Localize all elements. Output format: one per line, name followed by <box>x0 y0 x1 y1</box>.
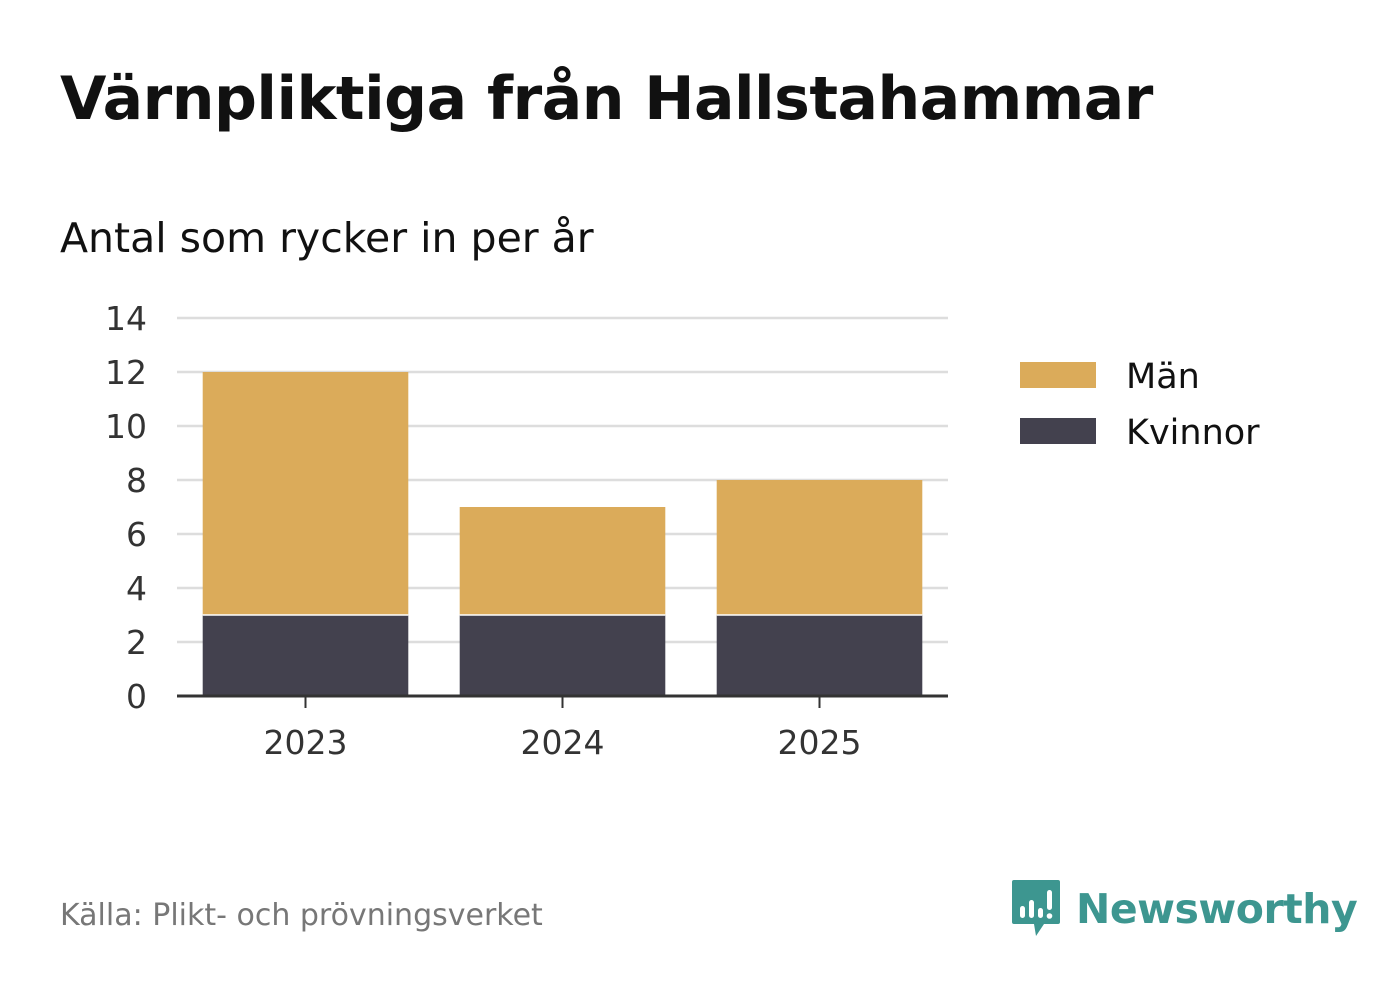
y-tick-label: 6 <box>126 515 147 554</box>
axes: 0 2 4 6 8 10 12 14 2023 2024 2025 <box>105 299 948 762</box>
bar-män-2025 <box>716 480 923 615</box>
x-tick-label: 2024 <box>521 723 605 762</box>
chart-title: Värnpliktiga från Hallstahammar <box>60 64 1153 134</box>
legend: Män Kvinnor <box>1020 357 1260 453</box>
y-tick-label: 2 <box>126 623 147 662</box>
y-tick-label: 4 <box>126 569 147 608</box>
x-tick-label: 2025 <box>778 723 862 762</box>
chart-subtitle: Antal som rycker in per år <box>60 214 594 262</box>
legend-label-kvinnor: Kvinnor <box>1126 413 1260 453</box>
bar-kvinnor-2023 <box>202 615 409 696</box>
bar-kvinnor-2025 <box>716 615 923 696</box>
y-tick-label: 10 <box>105 407 147 446</box>
x-tick-label: 2023 <box>264 723 348 762</box>
legend-label-män: Män <box>1126 357 1200 397</box>
brand-name: Newsworthy <box>1076 885 1358 933</box>
source-note: Källa: Plikt- och prövningsverket <box>60 898 543 933</box>
newsworthy-logo-icon <box>1012 880 1060 936</box>
legend-swatch-kvinnor <box>1020 418 1096 444</box>
brand-logo: Newsworthy <box>1010 878 1358 940</box>
bars <box>202 372 923 696</box>
bar-män-2024 <box>459 507 666 615</box>
y-tick-label: 14 <box>105 299 147 338</box>
y-tick-label: 12 <box>105 353 147 392</box>
bar-män-2023 <box>202 372 409 615</box>
legend-swatch-män <box>1020 362 1096 388</box>
bar-kvinnor-2024 <box>459 615 666 696</box>
y-tick-label: 0 <box>126 677 147 716</box>
y-tick-label: 8 <box>126 461 147 500</box>
